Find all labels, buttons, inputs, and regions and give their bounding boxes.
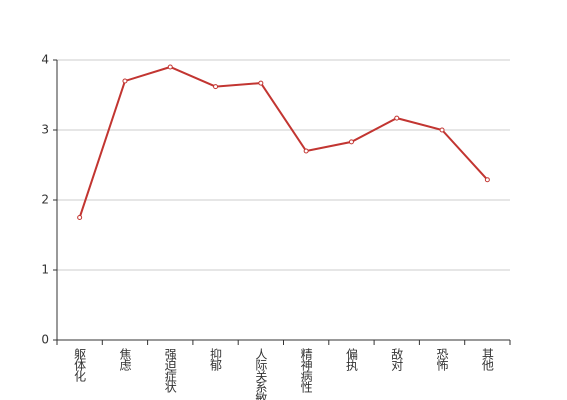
y-tick-label: 3	[41, 123, 49, 137]
point	[213, 84, 219, 90]
x-tick-label: 敌对	[390, 347, 404, 371]
point	[122, 78, 128, 84]
x-tick-label: 偏执	[344, 347, 358, 372]
point	[303, 148, 309, 154]
x-tick-label: 抑郁	[209, 347, 223, 372]
point	[167, 64, 173, 70]
x-tick-label: 其他	[480, 348, 494, 371]
point	[439, 127, 445, 133]
x-tick-label: 人际关系敏感	[254, 348, 268, 400]
y-tick-label: 1	[41, 263, 49, 277]
point	[348, 139, 354, 145]
point	[394, 115, 400, 121]
y-tick-label: 0	[41, 333, 49, 347]
point	[258, 80, 264, 86]
x-tick-label: 恐怖	[435, 348, 449, 371]
x-tick-label: 强迫症状	[163, 348, 177, 393]
x-tick-label: 焦虑	[118, 348, 132, 371]
line	[78, 65, 489, 218]
point	[484, 177, 490, 183]
x-tick-label: 躯体化	[73, 347, 87, 383]
x-tick-label: 精神病性	[299, 348, 313, 394]
y-tick-label: 4	[41, 53, 49, 67]
y-tick-label: 2	[41, 193, 49, 207]
point	[77, 215, 83, 220]
